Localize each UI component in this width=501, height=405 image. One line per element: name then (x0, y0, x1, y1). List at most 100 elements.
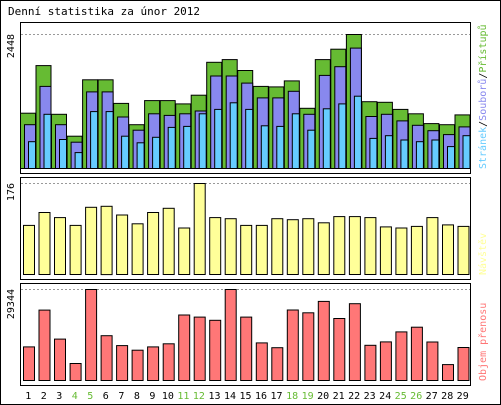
legend-entry: Návštěv (477, 233, 489, 275)
bar (209, 217, 222, 276)
bar (240, 316, 253, 382)
bar (317, 300, 330, 381)
bar (69, 224, 82, 275)
bar (193, 183, 206, 275)
bar (167, 126, 176, 169)
bar (121, 135, 130, 169)
bar (178, 314, 191, 381)
bar (353, 95, 362, 169)
bar (260, 125, 269, 170)
day-label: 20 (317, 391, 329, 402)
day-label: 29 (457, 391, 469, 402)
series-Stránek (28, 95, 471, 170)
bar (364, 217, 377, 276)
x-axis-day-labels: 1 2 3 4 5 6 7 8 9 10 11 12 13 14 15 16 17 18 19 20 21 22 23 24 2… (25, 391, 468, 402)
bar (23, 346, 35, 381)
day-label: 24 (379, 391, 391, 402)
legend-entry: Stránek (477, 127, 489, 169)
bar (322, 108, 331, 170)
day-label: 16 (255, 391, 267, 402)
chart-panels: 2448Stránek/Souborů/Přístupů176Návštěv29… (6, 22, 489, 386)
legend-entry: Přístupů (477, 24, 489, 72)
bar (193, 316, 206, 382)
bar (59, 139, 67, 169)
day-label: 23 (364, 391, 376, 402)
bar (209, 319, 222, 381)
bar (54, 338, 66, 382)
bar (291, 113, 300, 170)
day-label: 25 (395, 391, 407, 402)
y-max-label: 176 (6, 183, 17, 201)
bar (38, 309, 51, 382)
bar (90, 111, 99, 169)
bar (162, 207, 175, 275)
bar (178, 227, 191, 275)
bar (364, 344, 377, 381)
day-label: 4 (72, 391, 78, 402)
bar (410, 326, 423, 382)
bar (426, 217, 439, 276)
bar (379, 341, 392, 381)
bar (162, 343, 175, 381)
bar (224, 289, 237, 381)
day-label: 11 (177, 391, 189, 402)
bar (447, 146, 455, 170)
day-label: 26 (410, 391, 422, 402)
bar (116, 214, 129, 275)
bar (100, 335, 113, 382)
day-label: 17 (270, 391, 282, 402)
bar (136, 142, 145, 170)
bar (457, 225, 470, 275)
bar (271, 218, 284, 275)
day-label: 14 (224, 391, 236, 402)
series-Objem přenosu (23, 289, 470, 382)
bar (255, 224, 268, 275)
legend-separator: / (478, 73, 489, 79)
bar (198, 113, 207, 170)
series-Návštěv (23, 183, 470, 276)
bar (384, 135, 393, 169)
bar (395, 331, 408, 381)
bar (240, 224, 253, 275)
day-label: 6 (103, 391, 109, 402)
day-label: 19 (302, 391, 314, 402)
day-label: 2 (41, 391, 47, 402)
bar (214, 108, 223, 169)
bar (147, 212, 160, 275)
bar (415, 141, 424, 169)
bar (302, 312, 315, 381)
day-label: 28 (441, 391, 453, 402)
bar (379, 226, 392, 275)
legend-volume: Objem přenosu (477, 303, 489, 381)
bar (147, 346, 160, 381)
legend-separator: / (478, 121, 489, 127)
bar (426, 341, 439, 381)
bar (131, 223, 144, 276)
bar (286, 309, 299, 381)
bar (431, 139, 440, 169)
bar (348, 216, 361, 276)
bar (131, 349, 144, 382)
day-label: 5 (87, 391, 93, 402)
legend-visits: Návštěv (477, 233, 489, 275)
bar (369, 137, 378, 169)
bar (245, 108, 254, 169)
bar (302, 218, 315, 275)
y-max-label: 2448 (6, 34, 17, 58)
panel-visits: 176 Návštěv (6, 177, 489, 280)
day-label: 8 (134, 391, 140, 402)
day-label: 18 (286, 391, 298, 402)
day-label: 7 (118, 391, 124, 402)
day-label: 9 (149, 391, 155, 402)
day-label: 3 (56, 391, 62, 402)
legend-traffic: Stránek/Souborů/Přístupů (477, 24, 489, 169)
bar (286, 219, 299, 275)
day-label: 27 (426, 391, 438, 402)
bar (255, 342, 268, 381)
day-label: 22 (348, 391, 360, 402)
bar (410, 225, 423, 275)
legend-entry: Souborů (477, 79, 489, 121)
day-label: 13 (208, 391, 220, 402)
bar (69, 363, 82, 381)
